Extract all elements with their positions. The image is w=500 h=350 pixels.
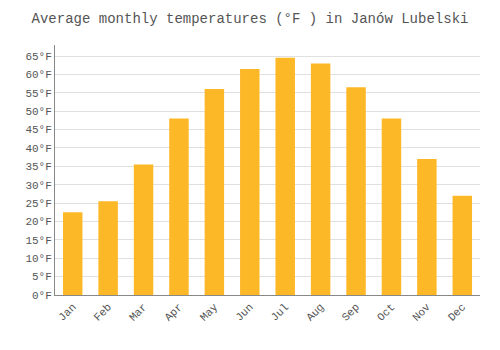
- svg-text:Average monthly temperatures (: Average monthly temperatures (°F ) in Ja…: [32, 11, 469, 27]
- svg-text:25°F: 25°F: [25, 198, 51, 210]
- svg-text:Sep: Sep: [340, 301, 362, 323]
- svg-text:Oct: Oct: [375, 301, 397, 323]
- svg-text:65°F: 65°F: [25, 51, 51, 63]
- svg-text:Dec: Dec: [446, 301, 468, 323]
- svg-text:60°F: 60°F: [25, 69, 51, 81]
- svg-text:May: May: [198, 301, 221, 324]
- svg-text:45°F: 45°F: [25, 124, 51, 136]
- svg-text:Aug: Aug: [304, 301, 326, 323]
- svg-text:5°F: 5°F: [32, 271, 52, 283]
- svg-text:10°F: 10°F: [25, 253, 51, 265]
- svg-text:Apr: Apr: [162, 301, 184, 323]
- svg-text:Nov: Nov: [410, 301, 433, 324]
- svg-text:Feb: Feb: [92, 301, 114, 323]
- svg-text:30°F: 30°F: [25, 180, 51, 192]
- svg-text:Jan: Jan: [56, 301, 78, 323]
- svg-text:20°F: 20°F: [25, 216, 51, 228]
- svg-text:50°F: 50°F: [25, 106, 51, 118]
- svg-text:Mar: Mar: [127, 301, 149, 323]
- svg-text:0°F: 0°F: [32, 290, 52, 302]
- svg-text:15°F: 15°F: [25, 235, 51, 247]
- svg-text:Jul: Jul: [269, 301, 291, 323]
- svg-text:55°F: 55°F: [25, 88, 51, 100]
- svg-text:35°F: 35°F: [25, 161, 51, 173]
- svg-text:Jun: Jun: [233, 301, 255, 323]
- svg-text:40°F: 40°F: [25, 143, 51, 155]
